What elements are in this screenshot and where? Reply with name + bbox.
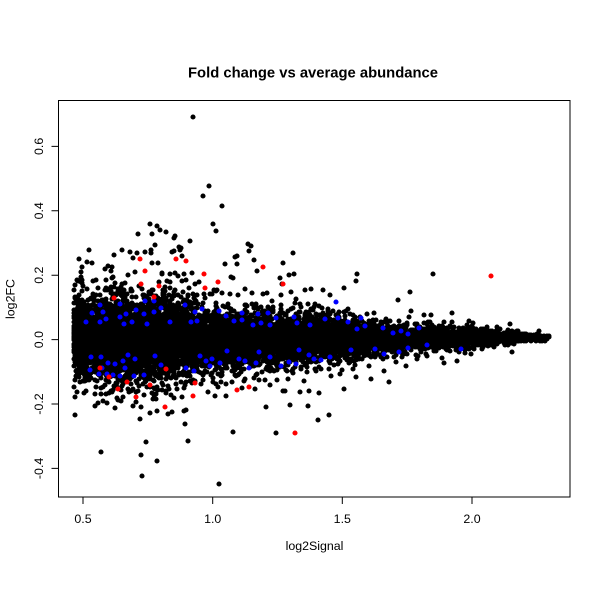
svg-text:-0.4: -0.4	[32, 458, 46, 479]
svg-text:0.0: 0.0	[32, 331, 46, 348]
svg-text:-0.2: -0.2	[32, 393, 46, 414]
svg-text:1.5: 1.5	[334, 512, 351, 526]
svg-text:Fold change vs average abundan: Fold change vs average abundance	[188, 66, 438, 82]
svg-text:0.2: 0.2	[32, 266, 46, 283]
svg-text:0.5: 0.5	[74, 512, 91, 526]
svg-text:2.0: 2.0	[463, 512, 480, 526]
svg-text:1.0: 1.0	[204, 512, 221, 526]
svg-text:0.4: 0.4	[32, 202, 46, 219]
svg-text:log2Signal: log2Signal	[286, 539, 344, 553]
svg-text:0.6: 0.6	[32, 138, 46, 155]
svg-text:log2FC: log2FC	[3, 279, 17, 319]
